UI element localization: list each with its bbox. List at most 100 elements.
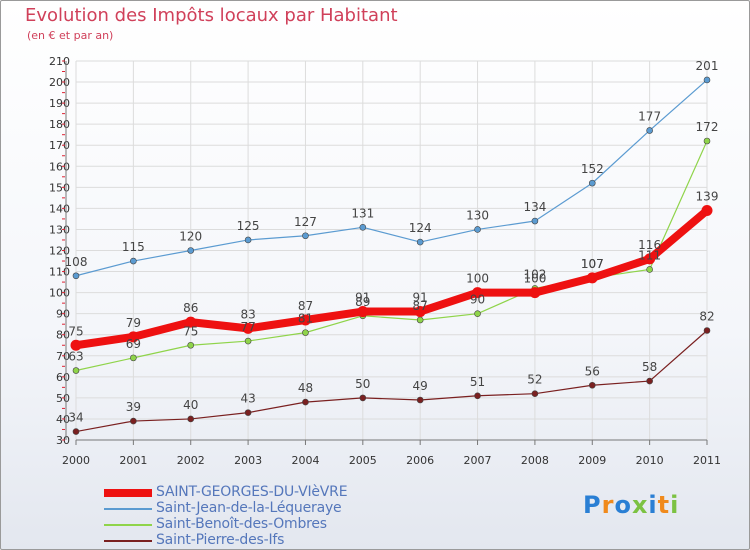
x-tick-label: 2007: [464, 454, 492, 467]
logo-letter: t: [657, 491, 671, 519]
data-label: 127: [294, 215, 317, 229]
data-point: [416, 316, 424, 324]
data-point: [187, 341, 195, 349]
data-label: 100: [466, 272, 489, 286]
data-label: 87: [413, 299, 428, 313]
data-point: [531, 217, 539, 225]
data-label: 107: [581, 257, 604, 271]
data-point: [130, 257, 137, 265]
data-point: [359, 224, 367, 231]
logo-letter: o: [614, 491, 632, 519]
y-tick-label: 130: [49, 223, 70, 236]
x-tick-label: 2002: [177, 454, 205, 467]
data-point: [703, 137, 711, 145]
x-tick-label: 2011: [693, 454, 721, 467]
data-point: [474, 392, 481, 400]
data-label: 152: [581, 162, 604, 176]
data-label: 131: [351, 206, 374, 220]
data-point: [72, 367, 80, 374]
y-tick-label: 180: [49, 118, 70, 131]
data-label: 87: [298, 299, 313, 313]
data-label: 91: [413, 291, 428, 305]
x-tick-label: 2004: [291, 454, 319, 467]
data-point: [72, 428, 80, 435]
legend-item: Saint-Jean-de-la-Léqueraye: [104, 500, 404, 517]
data-point: [302, 232, 309, 240]
series-line-3: [75, 329, 708, 433]
legend-item: Saint-Benoît-des-Ombres: [104, 516, 404, 533]
y-tick-label: 190: [49, 97, 70, 110]
legend-swatch: [104, 508, 152, 510]
data-label: 40: [183, 398, 198, 412]
x-tick-label: 2000: [62, 454, 90, 467]
data-point: [130, 354, 137, 362]
data-point: [646, 266, 653, 273]
legend-item: Saint-Pierre-des-Ifs: [104, 532, 404, 549]
data-label: 34: [68, 411, 83, 425]
data-point: [416, 396, 424, 404]
y-tick-label: 160: [49, 160, 70, 173]
data-label: 107: [581, 257, 604, 271]
data-point: [644, 253, 656, 265]
data-label: 172: [696, 120, 719, 134]
series-line-1: [75, 79, 708, 277]
data-point: [474, 226, 481, 233]
data-label: 63: [68, 350, 83, 364]
data-point: [703, 327, 711, 334]
data-label: 52: [527, 373, 542, 387]
data-point: [531, 390, 539, 397]
data-point: [646, 377, 653, 385]
data-label: 58: [642, 360, 657, 374]
data-point: [244, 236, 252, 244]
data-point: [302, 398, 309, 406]
data-label: 49: [413, 379, 428, 393]
data-point: [588, 179, 596, 187]
data-label: 124: [409, 221, 432, 235]
data-point: [416, 238, 424, 246]
chart-title: Evolution des Impôts locaux par Habitant: [25, 5, 398, 26]
data-point: [244, 337, 252, 345]
data-point: [472, 287, 484, 299]
legend-label: Saint-Benoît-des-Ombres: [156, 516, 327, 532]
data-point: [130, 417, 137, 425]
y-tick-label: 100: [49, 287, 70, 300]
data-label: 48: [298, 381, 313, 395]
x-tick-label: 2003: [234, 454, 262, 467]
y-tick-label: 120: [49, 245, 70, 258]
legend-label: SAINT-GEORGES-DU-VIèVRE: [156, 484, 348, 500]
data-point: [70, 339, 82, 351]
legend-swatch: [104, 489, 152, 497]
data-label: 81: [298, 312, 313, 326]
data-label: 91: [355, 291, 370, 305]
data-label: 79: [126, 316, 141, 330]
y-tick-label: 110: [49, 266, 70, 279]
y-tick-label: 140: [49, 202, 70, 215]
data-point: [701, 204, 713, 216]
data-point: [185, 316, 197, 328]
logo-letter: P: [583, 491, 602, 519]
data-label: 82: [699, 310, 714, 324]
data-label: 102: [523, 267, 546, 281]
data-label: 50: [355, 377, 370, 391]
x-tick-label: 2008: [521, 454, 549, 467]
data-point: [242, 322, 254, 334]
proxiti-logo: Proxiti: [583, 491, 679, 519]
series-line-0: [72, 206, 711, 350]
logo-letter: i: [670, 491, 680, 519]
data-label: 111: [638, 248, 661, 262]
data-label: 75: [68, 324, 83, 338]
data-label: 108: [65, 255, 88, 269]
data-point: [299, 314, 311, 326]
legend-swatch: [104, 524, 152, 526]
data-point: [302, 329, 309, 336]
data-label: 69: [126, 337, 141, 351]
x-tick-label: 2010: [636, 454, 664, 467]
data-label: 83: [240, 307, 255, 321]
y-tick-label: 200: [49, 76, 70, 89]
data-label: 86: [183, 301, 198, 315]
data-point: [529, 287, 541, 299]
data-label: 56: [585, 364, 600, 378]
data-label: 116: [638, 238, 661, 252]
